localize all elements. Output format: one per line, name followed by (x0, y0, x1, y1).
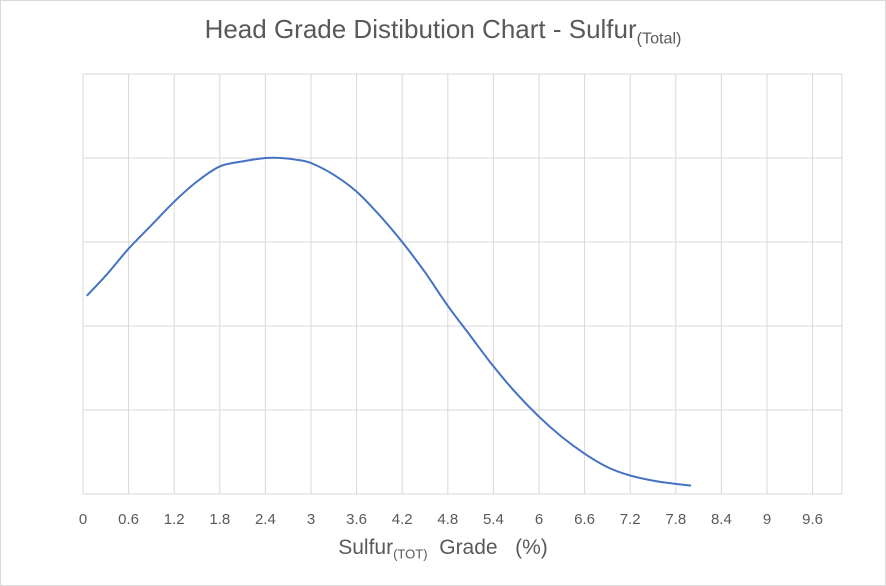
x-axis-label-subscript: (TOT) (393, 546, 428, 562)
x-tick-label: 7.2 (620, 511, 641, 528)
x-tick-label: 2.4 (255, 511, 276, 528)
x-tick-label: 4.2 (392, 511, 413, 528)
x-axis-label-main: Sulfur (338, 536, 394, 559)
chart-title: Head Grade Distibution Chart - Sulfur(To… (0, 14, 886, 49)
x-tick-label: 1.2 (164, 511, 185, 528)
x-tick-label: 5.4 (483, 511, 504, 528)
chart-title-main: Head Grade Distibution Chart - Sulfur (204, 14, 637, 44)
x-axis-label: Sulfur(TOT) Grade (%) (0, 536, 886, 562)
x-tick-label: 3 (307, 511, 315, 528)
x-tick-label: 7.8 (665, 511, 686, 528)
x-tick-label: 0.6 (118, 511, 139, 528)
x-tick-label: 4.8 (437, 511, 458, 528)
x-tick-label: 9 (763, 511, 771, 528)
x-tick-labels: 0 0.6 1.2 1.8 2.4 3 3.6 4.2 4.8 5.4 6 6.6 7.2 7.8 8.4 9… (79, 511, 823, 528)
x-tick-label: 9.6 (802, 511, 823, 528)
x-axis-label-rest: Grade (%) (427, 536, 548, 559)
chart-title-subscript: (Total) (636, 29, 682, 48)
x-tick-label: 6 (535, 511, 543, 528)
x-tick-label: 0 (79, 511, 87, 528)
series-line (86, 156, 692, 487)
gridlines (82, 73, 843, 495)
x-tick-label: 3.6 (346, 511, 367, 528)
x-tick-label: 1.8 (209, 511, 230, 528)
x-tick-label: 8.4 (711, 511, 732, 528)
x-tick-label: 6.6 (574, 511, 595, 528)
